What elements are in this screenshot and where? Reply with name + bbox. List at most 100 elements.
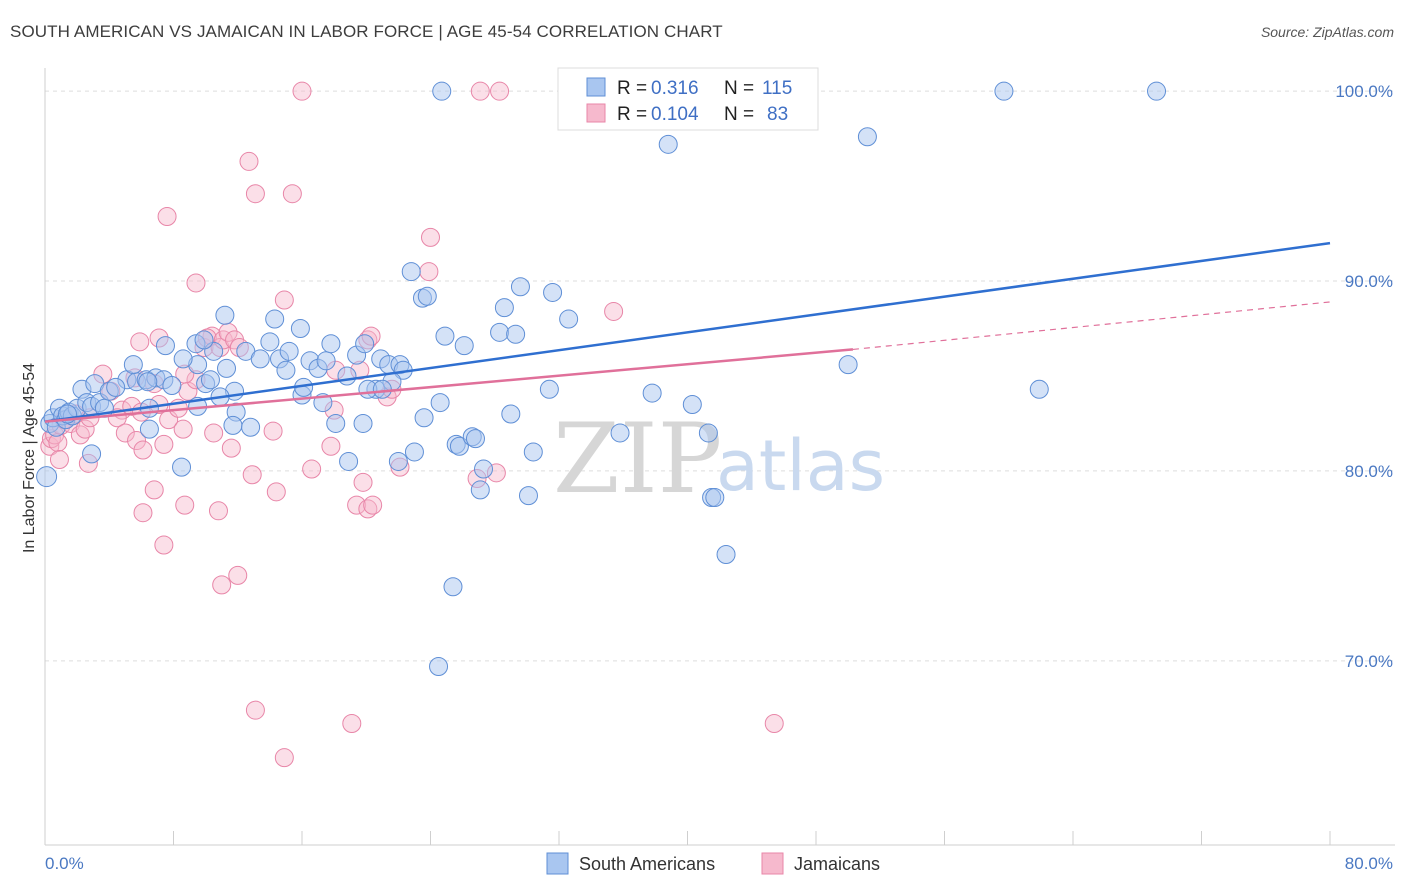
south-americans-point	[523, 442, 543, 462]
jamaicans-point	[186, 273, 206, 293]
jamaicans-point	[347, 495, 367, 515]
jamaicans-point	[245, 700, 265, 720]
jamaicans-point	[204, 423, 224, 443]
series-legend-label: Jamaicans	[794, 854, 880, 874]
legend-swatch-jamaicans	[586, 103, 606, 123]
south-americans-point	[449, 436, 469, 456]
south-americans-point	[321, 334, 341, 354]
south-americans-point	[543, 282, 563, 302]
jamaicans-point	[133, 503, 153, 523]
jamaicans-point	[282, 184, 302, 204]
jamaicans-point	[419, 262, 439, 282]
south-americans-point	[994, 81, 1014, 101]
jamaicans-point	[292, 81, 312, 101]
jamaicans-point	[353, 472, 373, 492]
jamaicans-point	[221, 438, 241, 458]
south-americans-point	[194, 330, 214, 350]
x-tick-label: 80.0%	[1345, 854, 1393, 873]
south-americans-point	[559, 309, 579, 329]
south-americans-point	[372, 379, 392, 399]
south-americans-point	[276, 360, 296, 380]
south-americans-point	[716, 544, 736, 564]
jamaicans-point	[321, 436, 341, 456]
south-americans-point	[155, 336, 175, 356]
south-americans-point	[510, 277, 530, 297]
south-americans-point	[417, 286, 437, 306]
jamaicans-point	[302, 459, 322, 479]
y-tick-label: 90.0%	[1345, 272, 1393, 291]
south-americans-point	[443, 577, 463, 597]
legend-r-value: 0.104	[651, 104, 699, 125]
jamaicans-point	[212, 575, 232, 595]
south-americans-point	[388, 451, 408, 471]
south-americans-point	[539, 379, 559, 399]
south-americans-point	[290, 319, 310, 339]
axes	[44, 68, 1395, 846]
south-americans-point	[217, 358, 237, 378]
south-americans-point	[465, 429, 485, 449]
source-label: Source: ZipAtlas.com	[1260, 24, 1394, 40]
south-americans-point	[353, 413, 373, 433]
legend-n-value: 115	[762, 78, 792, 99]
trend-lines	[44, 241, 1331, 423]
south-americans-point	[642, 383, 662, 403]
south-americans-point	[241, 417, 261, 437]
south-americans-point	[857, 127, 877, 147]
south-americans-point	[470, 480, 490, 500]
jamaicans-point	[154, 535, 174, 555]
south-americans-point	[401, 262, 421, 282]
south-americans-point	[215, 305, 235, 325]
jamaicans-point	[274, 290, 294, 310]
legend-r-label: R =	[617, 78, 647, 99]
south-americans-point	[172, 457, 192, 477]
jamaicans-point	[115, 423, 135, 443]
south-americans-point	[326, 413, 346, 433]
jamaicans-point	[342, 713, 362, 733]
south-americans-point	[260, 332, 280, 352]
legend-n-label: N =	[724, 104, 754, 125]
jamaicans-point	[263, 421, 283, 441]
south-americans-point	[404, 442, 424, 462]
watermark-zip: ZIP	[553, 403, 722, 515]
south-americans-point	[36, 466, 58, 488]
south-americans-point	[173, 349, 193, 369]
south-americans-points	[36, 81, 1167, 677]
legend-n-value: 83	[767, 104, 788, 125]
y-tick-label: 100.0%	[1335, 82, 1393, 101]
south-americans-point	[250, 349, 270, 369]
jamaicans-point	[173, 419, 193, 439]
legend-r-value: 0.316	[651, 78, 699, 99]
x-tick-labels: 0.0% 80.0%	[45, 854, 1393, 873]
watermark-atlas: atlas	[716, 425, 885, 507]
jamaicans-point	[228, 565, 248, 585]
south-americans-point	[506, 324, 526, 344]
south-americans-point	[838, 355, 858, 375]
south-americans-point	[265, 309, 285, 329]
gridlines	[45, 90, 1395, 662]
south-americans-point	[200, 370, 220, 390]
south-americans-point	[435, 326, 455, 346]
y-tick-label: 70.0%	[1345, 652, 1393, 671]
stats-legend: R = 0.316 N = 115 R = 0.104 N = 83	[557, 67, 819, 131]
south-americans-point	[139, 419, 159, 439]
series-legend-label: South Americans	[579, 854, 715, 874]
south-americans-point	[162, 375, 182, 395]
south-americans-point	[705, 488, 725, 508]
legend-swatch-south-americans	[586, 77, 606, 97]
south-americans-point	[454, 336, 474, 356]
south-americans-point	[123, 355, 143, 375]
south-americans-point	[279, 341, 299, 361]
jamaicans-point	[239, 151, 259, 171]
south-americans-point	[501, 404, 521, 424]
watermark: ZIP atlas	[553, 403, 885, 515]
jamaicans-point	[175, 495, 195, 515]
jamaicans-point	[363, 495, 383, 515]
south-americans-point	[138, 372, 158, 392]
south-americans-point	[494, 298, 514, 318]
south-americans-point	[82, 444, 102, 464]
jamaicans-point	[242, 465, 262, 485]
jamaicans-point	[764, 713, 784, 733]
south-americans-point	[432, 81, 452, 101]
south-americans-point	[106, 377, 126, 397]
